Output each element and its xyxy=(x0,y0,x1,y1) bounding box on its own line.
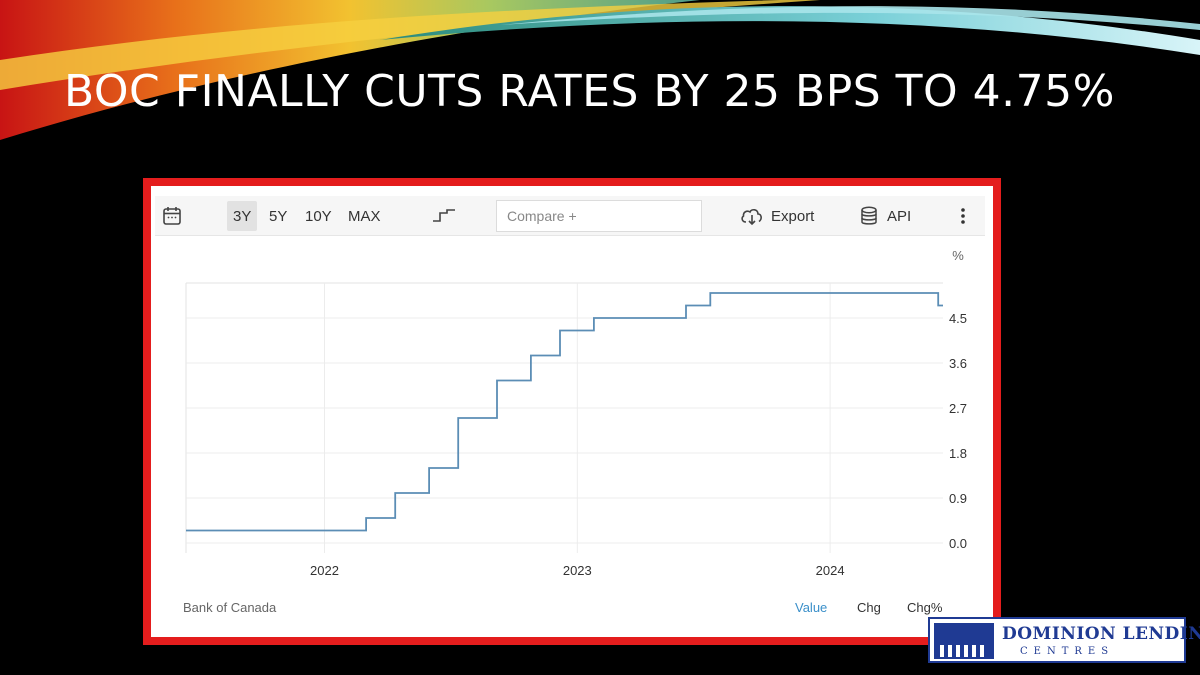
export-button[interactable]: Export xyxy=(739,196,814,236)
y-tick-label: 3.6 xyxy=(949,356,967,371)
logo-name: DOMINION LENDING xyxy=(1002,624,1200,644)
tab-chg[interactable]: Chg xyxy=(857,600,881,615)
x-tick-label: 2023 xyxy=(563,563,592,578)
export-label: Export xyxy=(771,207,815,225)
chart-frame: 3Y 5Y 10Y MAX Compare + Export xyxy=(143,178,1001,645)
kebab-menu-icon[interactable] xyxy=(959,196,967,236)
range-10y-button[interactable]: 10Y xyxy=(305,207,332,225)
grid-lines xyxy=(185,282,943,553)
y-axis-tick-labels: 0.0 0.9 1.8 2.7 3.6 4.5 xyxy=(949,311,967,551)
logo-subtitle: CENTRES xyxy=(1020,646,1115,657)
rate-series-line xyxy=(186,292,943,532)
y-tick-label: 1.8 xyxy=(949,446,967,461)
chart-panel: 3Y 5Y 10Y MAX Compare + Export xyxy=(151,186,993,637)
y-tick-label: 4.5 xyxy=(949,311,967,326)
api-label: API xyxy=(887,207,912,225)
range-max-button[interactable]: MAX xyxy=(348,207,381,225)
y-tick-label: 2.7 xyxy=(949,401,967,416)
x-axis-tick-labels: 2022 2023 2024 xyxy=(310,563,845,578)
chart-toolbar: 3Y 5Y 10Y MAX Compare + Export xyxy=(155,196,985,236)
range-5y-button[interactable]: 5Y xyxy=(269,207,288,225)
decorative-swoosh-banner xyxy=(0,0,1200,140)
source-label: Bank of Canada xyxy=(183,600,277,615)
x-tick-label: 2022 xyxy=(310,563,339,578)
cloud-download-icon xyxy=(741,208,762,226)
policy-rate-chart: % 0.0 0.9 1.8 2.7 3.6 4.5 2022 2023 2024 xyxy=(185,248,967,578)
compare-input[interactable]: Compare + xyxy=(496,200,702,232)
calendar-icon[interactable] xyxy=(161,196,183,236)
api-button[interactable]: API xyxy=(859,196,911,236)
logo-building-icon xyxy=(934,623,994,659)
dominion-lending-logo: DOMINION LENDING CENTRES xyxy=(928,617,1200,663)
y-axis-unit-label: % xyxy=(952,248,964,263)
y-tick-label: 0.9 xyxy=(949,491,967,506)
step-line-icon[interactable] xyxy=(431,196,457,236)
database-icon xyxy=(861,206,877,225)
range-3y-button[interactable]: 3Y xyxy=(227,201,258,231)
x-tick-label: 2024 xyxy=(816,563,845,578)
tab-chg-percent[interactable]: Chg% xyxy=(907,600,943,615)
y-tick-label: 0.0 xyxy=(949,536,967,551)
tab-value[interactable]: Value xyxy=(795,600,828,615)
slide-title: BOC FINALLY CUTS RATES BY 25 BPS TO 4.75… xyxy=(64,66,1115,117)
